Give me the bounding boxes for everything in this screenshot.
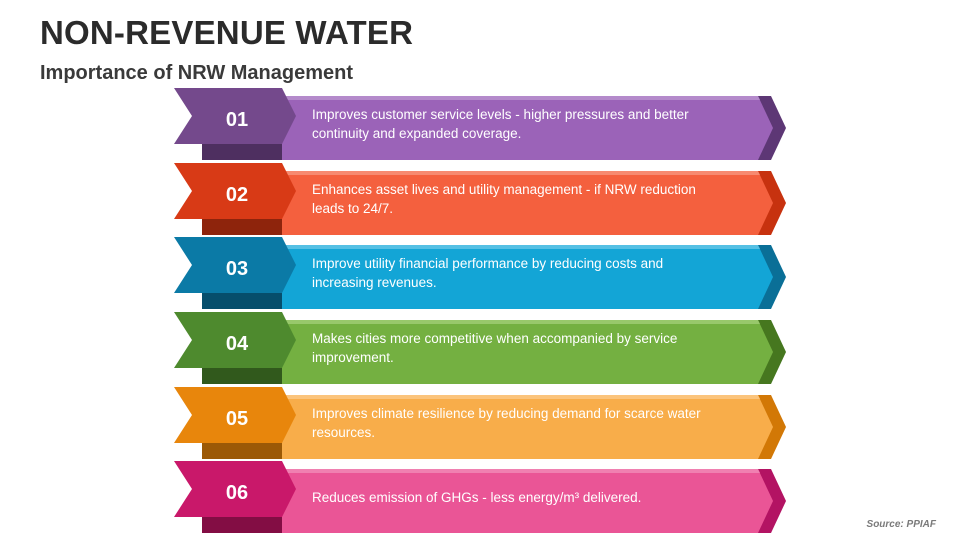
band-highlight: [278, 469, 760, 473]
item-text: Makes cities more competitive when accom…: [312, 331, 678, 365]
item-number: 04: [225, 333, 249, 355]
ribbon-shape: [174, 163, 786, 235]
item-number: 03: [225, 258, 249, 280]
label-flag: [174, 461, 296, 517]
list-item: 01 Improves customer service levels - hi…: [174, 88, 790, 160]
item-text: Reduces emission of GHGs - less energy/m…: [312, 489, 642, 505]
ribbon-shape: [174, 387, 786, 459]
label-flag: [174, 312, 296, 368]
slide-subtitle: Importance of NRW Management: [40, 62, 353, 84]
label-flag: [174, 387, 296, 443]
label-fold: [202, 443, 282, 459]
band-body: [278, 171, 773, 235]
item-number: 02: [225, 184, 249, 206]
item-number: 06: [225, 482, 249, 504]
list-item: 03 Improve utility financial performance…: [174, 237, 790, 309]
label-fold: [202, 144, 282, 160]
item-text: Improves customer service levels - highe…: [312, 107, 689, 141]
band-body: [278, 96, 773, 160]
label-flag: [174, 88, 296, 144]
band-highlight: [278, 395, 760, 399]
list-item: 06 Reduces emission of GHGs - less energ…: [174, 461, 790, 533]
label-fold: [202, 517, 282, 533]
label-fold: [202, 293, 282, 309]
label-flag: [174, 237, 296, 293]
item-text: Improve utility financial performance by…: [312, 256, 664, 290]
label-flag: [174, 163, 296, 219]
item-text: Improves climate resilience by reducing …: [312, 406, 701, 440]
item-number: 01: [225, 109, 249, 131]
ribbon-shape: [174, 237, 786, 309]
source-note: Source: PPIAF: [866, 519, 936, 530]
item-number: 05: [225, 408, 249, 430]
band-highlight: [278, 245, 760, 249]
ribbon-shape: [174, 461, 786, 533]
band-highlight: [278, 96, 760, 100]
band-highlight: [278, 171, 760, 175]
list-item: 04 Makes cities more competitive when ac…: [174, 312, 790, 384]
list-item: 02 Enhances asset lives and utility mana…: [174, 163, 790, 235]
list-item: 05 Improves climate resilience by reduci…: [174, 387, 790, 459]
ribbon-shape: [174, 312, 786, 384]
item-text: Enhances asset lives and utility managem…: [312, 182, 696, 216]
slide-title: NON-REVENUE WATER: [40, 14, 414, 51]
band-highlight: [278, 320, 760, 324]
band-body: [278, 245, 773, 309]
label-fold: [202, 219, 282, 235]
band-body: [278, 320, 773, 384]
ribbon-shape: [174, 88, 786, 160]
band-body: [278, 395, 773, 459]
label-fold: [202, 368, 282, 384]
band-body: [278, 469, 773, 533]
